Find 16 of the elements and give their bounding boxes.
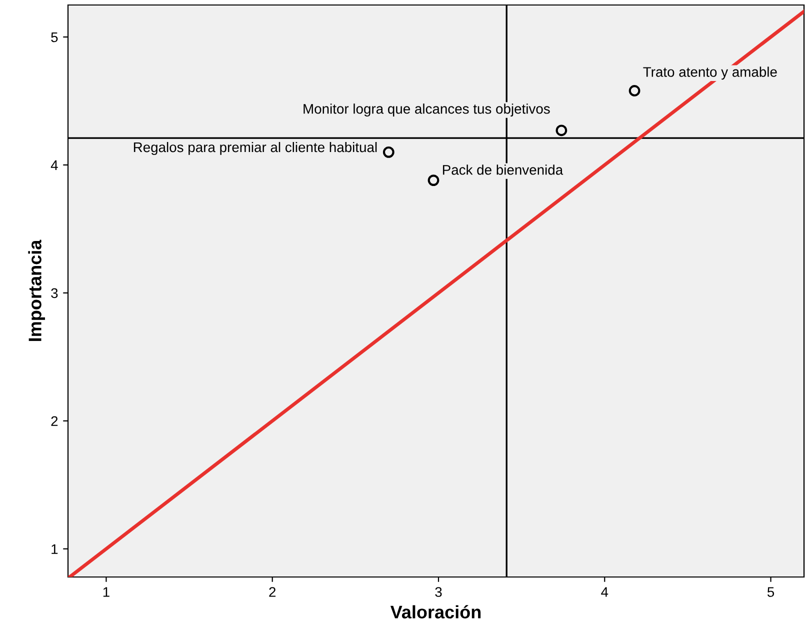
annotation: Pack de bienvenida — [442, 164, 564, 175]
y-tick-label: 1 — [52, 544, 58, 554]
annotation: Regalos para premiar al cliente habitual — [134, 142, 377, 155]
annotation: Trato atento y amable — [643, 66, 777, 80]
y-axis-title: Importancia — [28, 240, 45, 341]
y-tick-label: 5 — [51, 32, 58, 42]
x-tick-label: 1 — [103, 587, 110, 597]
x-tick-label: 5 — [767, 587, 774, 597]
x-tick-label: 2 — [269, 587, 276, 597]
y-tick-label: 4 — [50, 160, 58, 170]
y-tick-label: 3 — [51, 288, 58, 298]
x-tick-label: 3 — [435, 587, 442, 597]
x-tick-label: 4 — [601, 587, 608, 597]
annotation: Monitor logra que alcances tus objetivos — [304, 104, 550, 117]
y-tick-label: 2 — [51, 416, 58, 426]
x-axis-title: Valoración — [390, 605, 481, 618]
